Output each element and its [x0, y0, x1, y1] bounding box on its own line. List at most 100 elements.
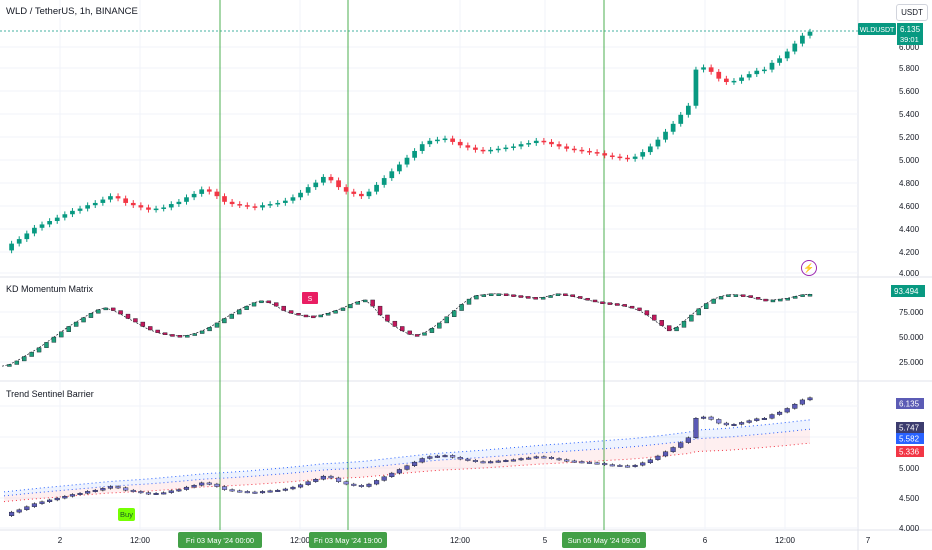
- candle-body: [473, 147, 478, 150]
- kd-bar: [548, 295, 553, 298]
- kd-pane-title[interactable]: KD Momentum Matrix: [6, 284, 94, 294]
- kd-bar: [192, 333, 197, 336]
- candle-body: [62, 214, 68, 218]
- currency-button[interactable]: USDT: [896, 4, 928, 21]
- price-tick-label: 4.400: [899, 225, 920, 234]
- candle-body: [32, 227, 37, 234]
- candle-body: [685, 105, 691, 115]
- candle-body: [427, 140, 433, 145]
- trend-candle-body: [662, 451, 669, 457]
- candle-body: [16, 239, 22, 244]
- trend-candle-body: [221, 486, 228, 490]
- trend-candle-body: [670, 447, 676, 452]
- kd-bar: [303, 314, 309, 318]
- candle-body: [146, 207, 151, 210]
- candle-body: [389, 171, 395, 179]
- candle-body: [488, 149, 493, 152]
- trend-candle-body: [297, 484, 304, 488]
- trend-candle-body: [199, 482, 205, 486]
- trend-pane-title[interactable]: Trend Sentinel Barrier: [6, 389, 94, 399]
- candle-body: [77, 208, 83, 211]
- candle-body: [100, 199, 106, 203]
- trend-candle-body: [153, 493, 159, 495]
- candle-body: [579, 149, 585, 152]
- candle-body: [526, 143, 532, 145]
- kd-bar: [133, 318, 138, 323]
- highlighted-time-label: Sun 05 May '24 09:00: [568, 536, 641, 545]
- candle-body: [191, 193, 197, 198]
- kd-sell-marker: [302, 292, 318, 304]
- trend-candle-body: [495, 460, 501, 463]
- last-price-tag: [897, 23, 923, 45]
- kd-bar: [237, 309, 242, 315]
- trend-value-tag: [896, 422, 924, 433]
- kd-bar: [29, 351, 34, 357]
- trend-candle-body: [412, 461, 418, 466]
- trend-lower-band: [3, 442, 811, 503]
- kd-tick-label: 25.000: [899, 358, 924, 367]
- candle-body: [465, 145, 471, 148]
- candle-body: [168, 204, 174, 208]
- trend-candle-body: [389, 472, 395, 477]
- candle-body: [533, 140, 539, 144]
- trend-candle-body: [404, 465, 410, 470]
- symbol-title[interactable]: WLD / TetherUS, 1h, BINANCE: [6, 6, 138, 17]
- price-tick-label: 4.600: [899, 202, 920, 211]
- highlighted-time-label: Fri 03 May '24 19:00: [314, 536, 382, 545]
- candle-body: [663, 131, 668, 140]
- kd-bar: [288, 310, 294, 314]
- trend-candle-body: [31, 503, 37, 507]
- trend-candle-body: [343, 481, 349, 485]
- trend-candle-body: [54, 497, 60, 501]
- trend-candle-body: [731, 424, 737, 426]
- trend-value-tag-text: 6.135: [899, 400, 920, 409]
- trend-upper-band: [3, 419, 811, 493]
- candle-body: [602, 153, 608, 156]
- kd-bar: [340, 307, 346, 311]
- candle-body: [640, 152, 646, 157]
- candle-body: [777, 58, 782, 63]
- buy-signal-text: Buy: [120, 510, 133, 519]
- symbol-tag-text: WLDUSDT: [860, 27, 895, 34]
- kd-bar: [785, 297, 790, 301]
- trend-candle-body: [799, 399, 805, 405]
- trend-candle-body: [259, 491, 266, 494]
- kd-bar: [518, 295, 524, 298]
- candle-body: [571, 148, 577, 151]
- candle-body: [343, 187, 349, 192]
- trend-candle-body: [366, 483, 372, 487]
- highlighted-time-label-bg: [178, 532, 262, 548]
- trend-candle-body: [746, 420, 752, 423]
- kd-bar: [385, 314, 390, 322]
- kd-bar: [96, 309, 101, 314]
- kd-bar: [496, 293, 501, 296]
- candle-body: [412, 150, 417, 158]
- kd-bar: [125, 313, 131, 319]
- candle-body: [442, 138, 448, 141]
- trend-candle-body: [320, 475, 326, 480]
- trend-candle-body: [647, 459, 653, 463]
- candle-body: [381, 178, 387, 185]
- kd-bar: [755, 297, 761, 300]
- trend-candle-body: [526, 457, 532, 460]
- candle-body: [229, 201, 235, 205]
- candle-body: [275, 202, 281, 205]
- trend-candle-body: [16, 509, 22, 513]
- kd-bar: [414, 334, 420, 337]
- candle-body: [336, 180, 341, 188]
- candle-body: [260, 205, 265, 208]
- flash-icon[interactable]: ⚡: [801, 260, 817, 276]
- candle-body: [9, 243, 14, 251]
- trend-candle-body: [267, 490, 273, 493]
- trend-value-tag: [896, 433, 924, 444]
- kd-bar: [22, 356, 27, 362]
- candle-body: [108, 196, 113, 200]
- trend-candle-body: [754, 418, 760, 421]
- candle-body: [632, 156, 638, 159]
- trend-candle-body: [107, 486, 114, 489]
- candle-body: [647, 146, 653, 153]
- candle-body: [792, 43, 798, 52]
- candle-body: [716, 71, 722, 79]
